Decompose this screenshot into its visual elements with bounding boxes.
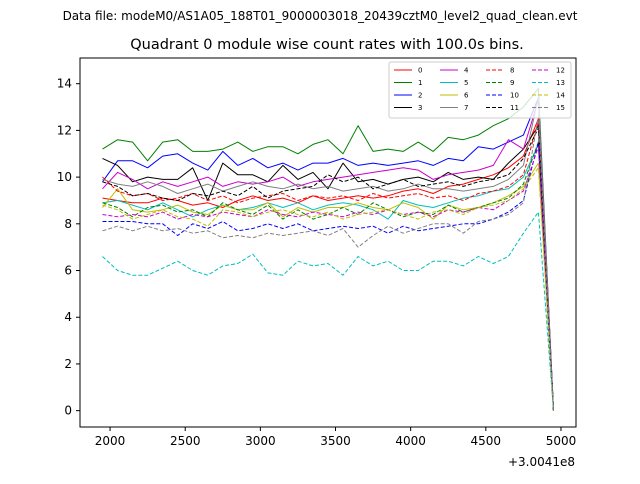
series-line-10: [102, 141, 554, 411]
legend-label-3: 3: [418, 104, 422, 112]
series-line-3: [102, 125, 554, 411]
series-line-4: [102, 99, 554, 411]
x-axis-offset-label: +3.0041e8: [508, 455, 575, 469]
series-line-13: [102, 211, 554, 411]
x-tick-label: 2000: [95, 434, 126, 448]
series-line-9: [102, 141, 554, 411]
y-tick-label: 4: [64, 310, 72, 324]
x-tick-label: 4000: [395, 434, 426, 448]
x-tick-label: 2500: [170, 434, 201, 448]
legend-label-1: 1: [418, 79, 422, 87]
x-tick-label: 3500: [320, 434, 351, 448]
series-line-1: [102, 87, 554, 411]
x-tick-label: 5000: [546, 434, 577, 448]
legend-label-8: 8: [510, 67, 514, 75]
series-line-11: [102, 127, 554, 411]
y-tick-label: 14: [57, 77, 72, 91]
legend-label-4: 4: [464, 67, 469, 75]
legend-label-13: 13: [556, 79, 565, 87]
legend-label-0: 0: [418, 67, 422, 75]
plot-area: [102, 87, 554, 411]
series-line-14: [102, 167, 554, 411]
series-line-7: [102, 97, 554, 411]
series-line-2: [102, 97, 554, 411]
legend-label-7: 7: [464, 104, 468, 112]
y-tick-label: 12: [57, 123, 72, 137]
legend-label-14: 14: [556, 92, 565, 100]
series-line-8: [102, 120, 554, 411]
legend-label-2: 2: [418, 92, 422, 100]
x-tick-label: 4500: [471, 434, 502, 448]
legend-label-15: 15: [556, 104, 565, 112]
series-line-0: [102, 118, 554, 411]
y-tick-label: 2: [64, 357, 72, 371]
chart-title: Quadrant 0 module wise count rates with …: [130, 37, 524, 53]
legend-label-5: 5: [464, 79, 468, 87]
series-line-15: [102, 115, 554, 411]
plot-frame: [79, 57, 577, 428]
y-tick-label: 10: [57, 170, 72, 184]
legend-label-6: 6: [464, 92, 469, 100]
y-tick-label: 8: [64, 217, 72, 231]
legend-label-10: 10: [510, 92, 519, 100]
legend-label-11: 11: [510, 104, 519, 112]
legend-box: [388, 61, 572, 119]
data-file-suptitle: Data file: modeM0/AS1A05_188T01_90000030…: [63, 9, 578, 23]
y-tick-label: 6: [64, 264, 72, 278]
series-line-5: [102, 143, 554, 411]
legend-label-12: 12: [556, 67, 565, 75]
x-tick-label: 3000: [245, 434, 276, 448]
y-tick-label: 0: [64, 404, 72, 418]
legend-label-9: 9: [510, 79, 514, 87]
